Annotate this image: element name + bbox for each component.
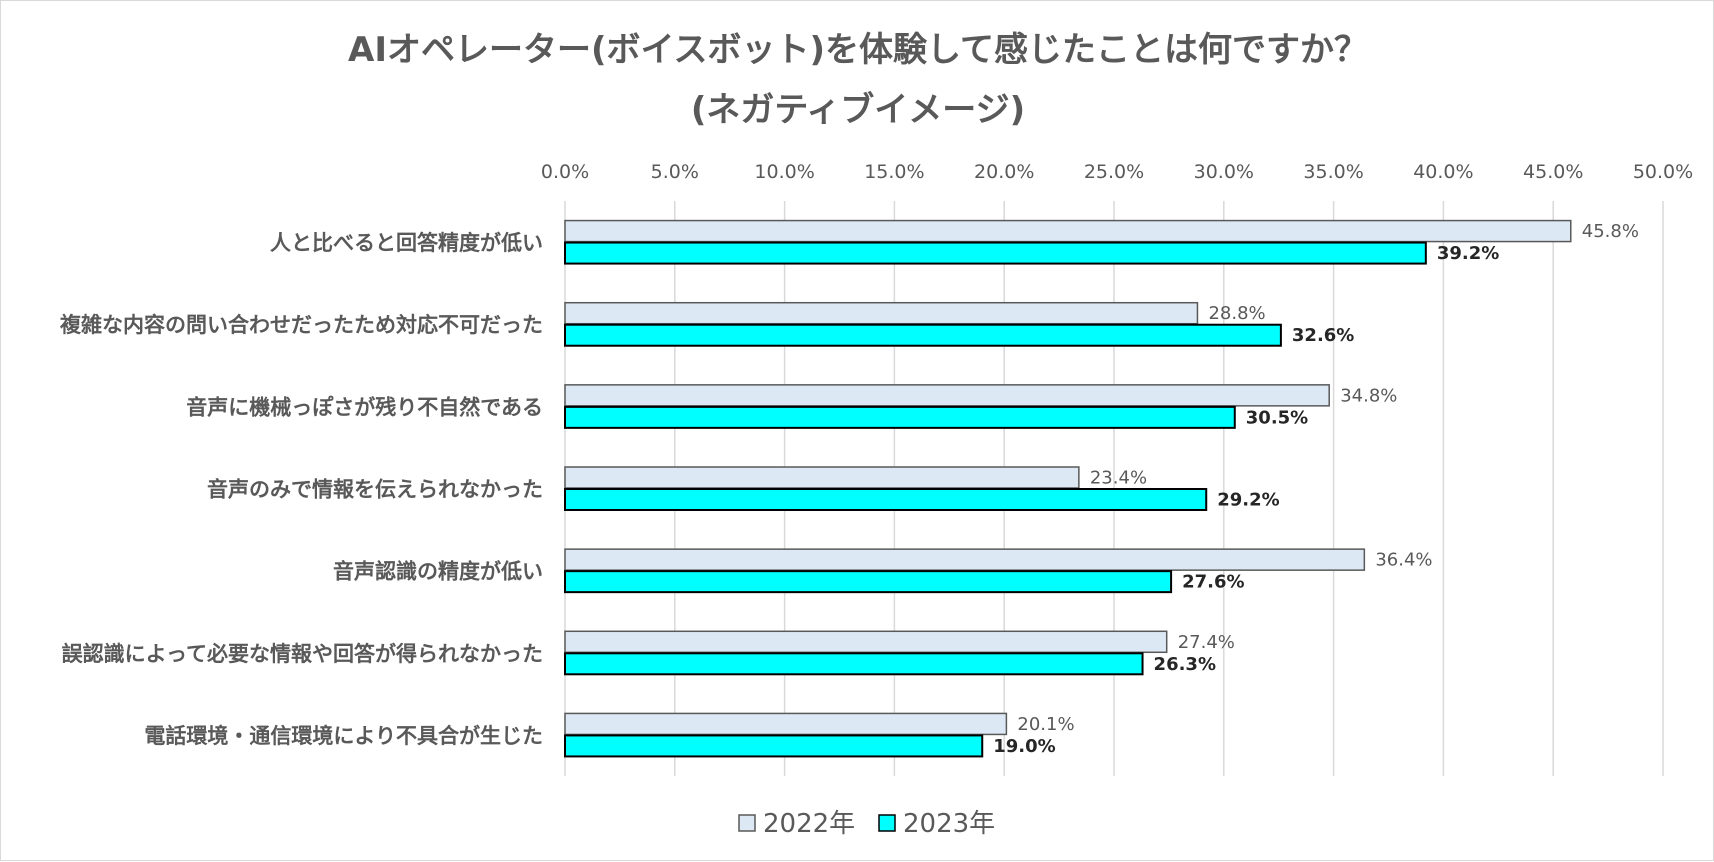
x-tick-label: 10.0% [754, 161, 814, 183]
category-label: 音声認識の精度が低い [333, 560, 543, 584]
x-tick-label: 25.0% [1084, 161, 1144, 183]
category-label: 音声に機械っぽさが残り不自然である [186, 395, 543, 419]
x-tick-label: 40.0% [1413, 161, 1473, 183]
x-tick-label: 45.0% [1523, 161, 1583, 183]
data-label-2022: 27.4% [1178, 632, 1235, 653]
bar-2023 [564, 488, 1208, 511]
data-label-2023: 29.2% [1217, 490, 1279, 511]
bar-2022 [564, 301, 1199, 325]
data-label-2022: 23.4% [1090, 468, 1147, 489]
bar-2023 [564, 323, 1282, 347]
data-label-2022: 34.8% [1340, 385, 1397, 406]
legend: 2022年 2023年 [738, 809, 995, 839]
x-tick-label: 15.0% [864, 161, 924, 183]
data-label-2022: 28.8% [1208, 303, 1265, 324]
bar-2022 [564, 548, 1366, 571]
bar-2022 [564, 712, 1008, 736]
x-tick-label: 20.0% [974, 161, 1034, 183]
bar-2023 [564, 405, 1236, 429]
legend-swatch-2022 [738, 814, 756, 832]
x-tick-label: 35.0% [1303, 161, 1363, 183]
data-label-2023: 32.6% [1292, 325, 1354, 346]
bar-2023 [564, 652, 1144, 676]
legend-label-2022: 2022年 [763, 809, 855, 839]
bar-2022 [564, 219, 1572, 243]
bar-2022 [564, 466, 1080, 489]
legend-label-2023: 2023年 [903, 809, 995, 839]
bar-2023 [564, 241, 1427, 265]
x-tick-label: 0.0% [541, 161, 589, 183]
legend-swatch-2023 [878, 814, 896, 832]
category-label: 音声のみで情報を伝えられなかった [207, 478, 543, 502]
data-label-2022: 20.1% [1017, 714, 1074, 735]
category-label: 複雑な内容の問い合わせだったため対応不可だった [59, 313, 543, 337]
x-tick-label: 30.0% [1194, 161, 1254, 183]
data-label-2023: 30.5% [1246, 407, 1308, 428]
data-label-2023: 19.0% [993, 736, 1055, 757]
bar-2022 [564, 384, 1330, 407]
category-labels: 人と比べると回答精度が低い複雑な内容の問い合わせだったため対応不可だった音声に機… [59, 231, 543, 748]
data-label-2023: 26.3% [1154, 654, 1216, 675]
data-labels: 45.8% 39.2% 28.8% 32.6% 34.8% 30.5% 23.4% 29.2%… [993, 221, 1639, 757]
data-label-2022: 45.8% [1582, 221, 1639, 242]
data-label-2023: 39.2% [1437, 243, 1499, 264]
category-label: 誤認識によって必要な情報や回答が得られなかった [62, 642, 543, 666]
chart-title: AIオペレーター(ボイスボット)を体験して感じたことは何ですか？ (ネガティブイ… [348, 30, 1368, 130]
x-tick-label: 5.0% [651, 161, 699, 183]
chart-title-line-2: (ネガティブイメージ) [691, 90, 1025, 130]
category-label: 電話環境・通信環境により不具合が生じた [144, 724, 543, 748]
x-tick-label: 50.0% [1633, 161, 1693, 183]
chart-title-line-1: AIオペレーター(ボイスボット)を体験して感じたことは何ですか？ [348, 30, 1368, 70]
data-label-2022: 36.4% [1375, 550, 1432, 571]
bar-2023 [564, 734, 984, 758]
data-label-2023: 27.6% [1182, 572, 1244, 593]
bar-2023 [564, 570, 1173, 594]
bars [564, 219, 1572, 758]
x-axis-tick-labels: 0.0% 5.0% 10.0% 15.0% 20.0% 25.0% 30.0% 35.0% 40… [541, 161, 1693, 183]
category-label: 人と比べると回答精度が低い [270, 231, 543, 255]
bar-2022 [564, 630, 1168, 654]
